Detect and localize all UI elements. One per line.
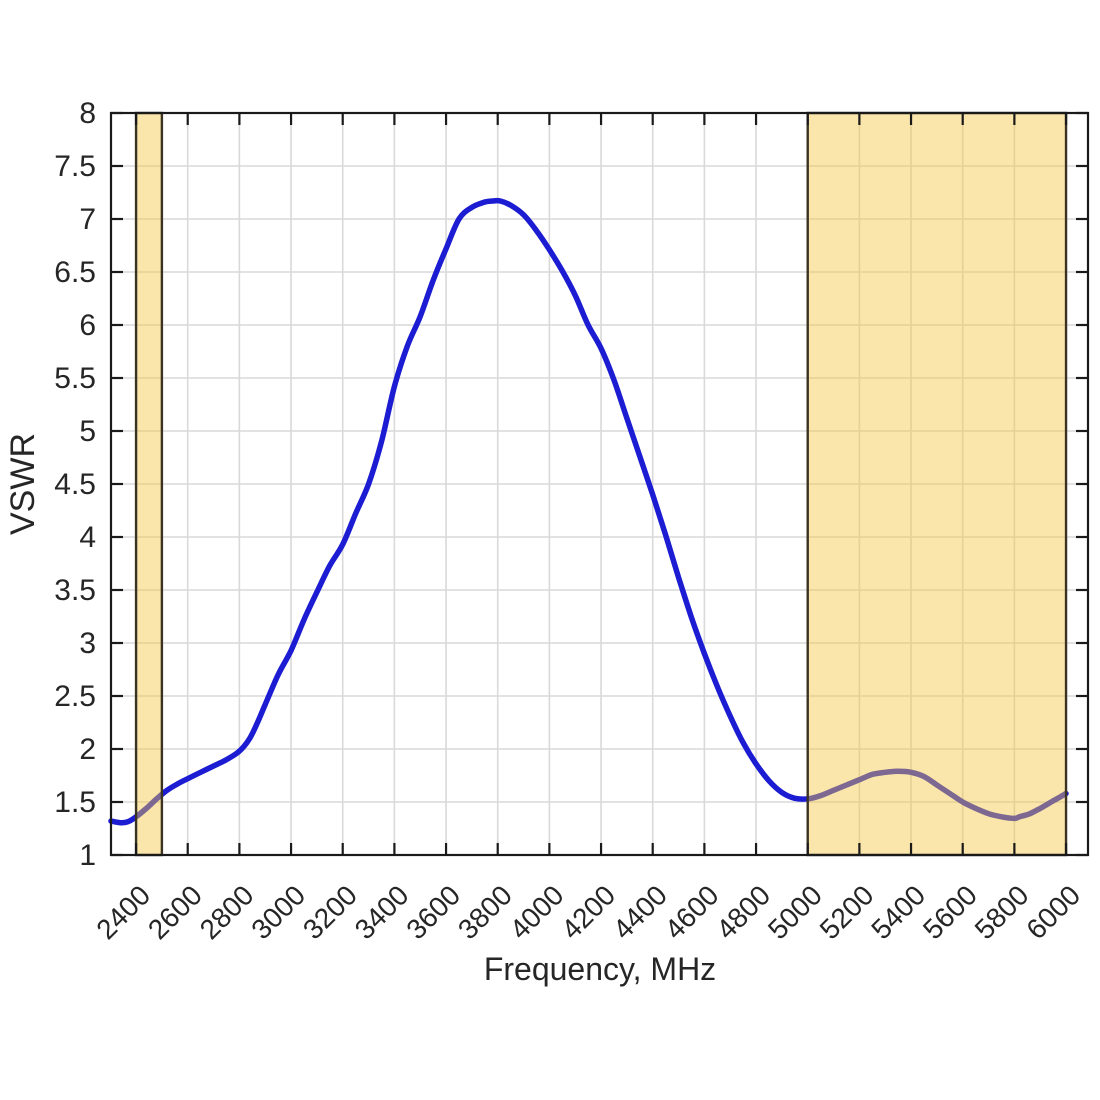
y-tick-label: 3.5 xyxy=(54,574,96,607)
x-tick-label: 5200 xyxy=(814,879,880,945)
x-tick-label: 6000 xyxy=(1020,879,1086,945)
x-tick-label: 3000 xyxy=(245,879,311,945)
x-tick-label: 5800 xyxy=(969,879,1035,945)
band-2400-2500 xyxy=(134,111,164,857)
y-tick-label: 6 xyxy=(79,309,96,342)
axes-layer xyxy=(109,111,1090,857)
x-tick-label: 2600 xyxy=(142,879,208,945)
y-tick-label: 8 xyxy=(79,97,96,130)
x-tick-label: 3400 xyxy=(349,879,415,945)
y-tick-label: 3 xyxy=(79,627,96,660)
x-tick-label: 3800 xyxy=(452,879,518,945)
y-tick-label: 4 xyxy=(79,521,96,554)
y-tick-label: 6.5 xyxy=(54,256,96,289)
y-tick-label: 7.5 xyxy=(54,150,96,183)
x-tick-label: 4600 xyxy=(659,879,725,945)
x-tick-label: 4400 xyxy=(607,879,673,945)
y-tick-label: 1 xyxy=(79,839,96,872)
y-tick-label: 5.5 xyxy=(54,362,96,395)
y-tick-label: 5 xyxy=(79,415,96,448)
x-tick-label: 4800 xyxy=(710,879,776,945)
x-tick-label: 5000 xyxy=(762,879,828,945)
x-tick-label: 5400 xyxy=(865,879,931,945)
vswr-curve xyxy=(108,197,1069,826)
x-tick-label: 3600 xyxy=(400,879,466,945)
y-tick-label: 1.5 xyxy=(54,786,96,819)
y-tick-label: 4.5 xyxy=(54,468,96,501)
x-tick-label: 3200 xyxy=(297,879,363,945)
x-tick-label: 4200 xyxy=(555,879,621,945)
y-tick-label: 2.5 xyxy=(54,680,96,713)
x-tick-label: 4000 xyxy=(504,879,570,945)
x-tick-label: 2400 xyxy=(90,879,156,945)
x-tick-label: 5600 xyxy=(917,879,983,945)
x-tick-label: 2800 xyxy=(194,879,260,945)
y-axis-label: VSWR xyxy=(4,433,42,535)
x-axis-label: Frequency, MHz xyxy=(484,951,716,987)
series-layer xyxy=(108,197,1069,826)
y-tick-label: 7 xyxy=(79,203,96,236)
y-tick-label: 2 xyxy=(79,733,96,766)
band-5000-6000 xyxy=(806,111,1068,857)
